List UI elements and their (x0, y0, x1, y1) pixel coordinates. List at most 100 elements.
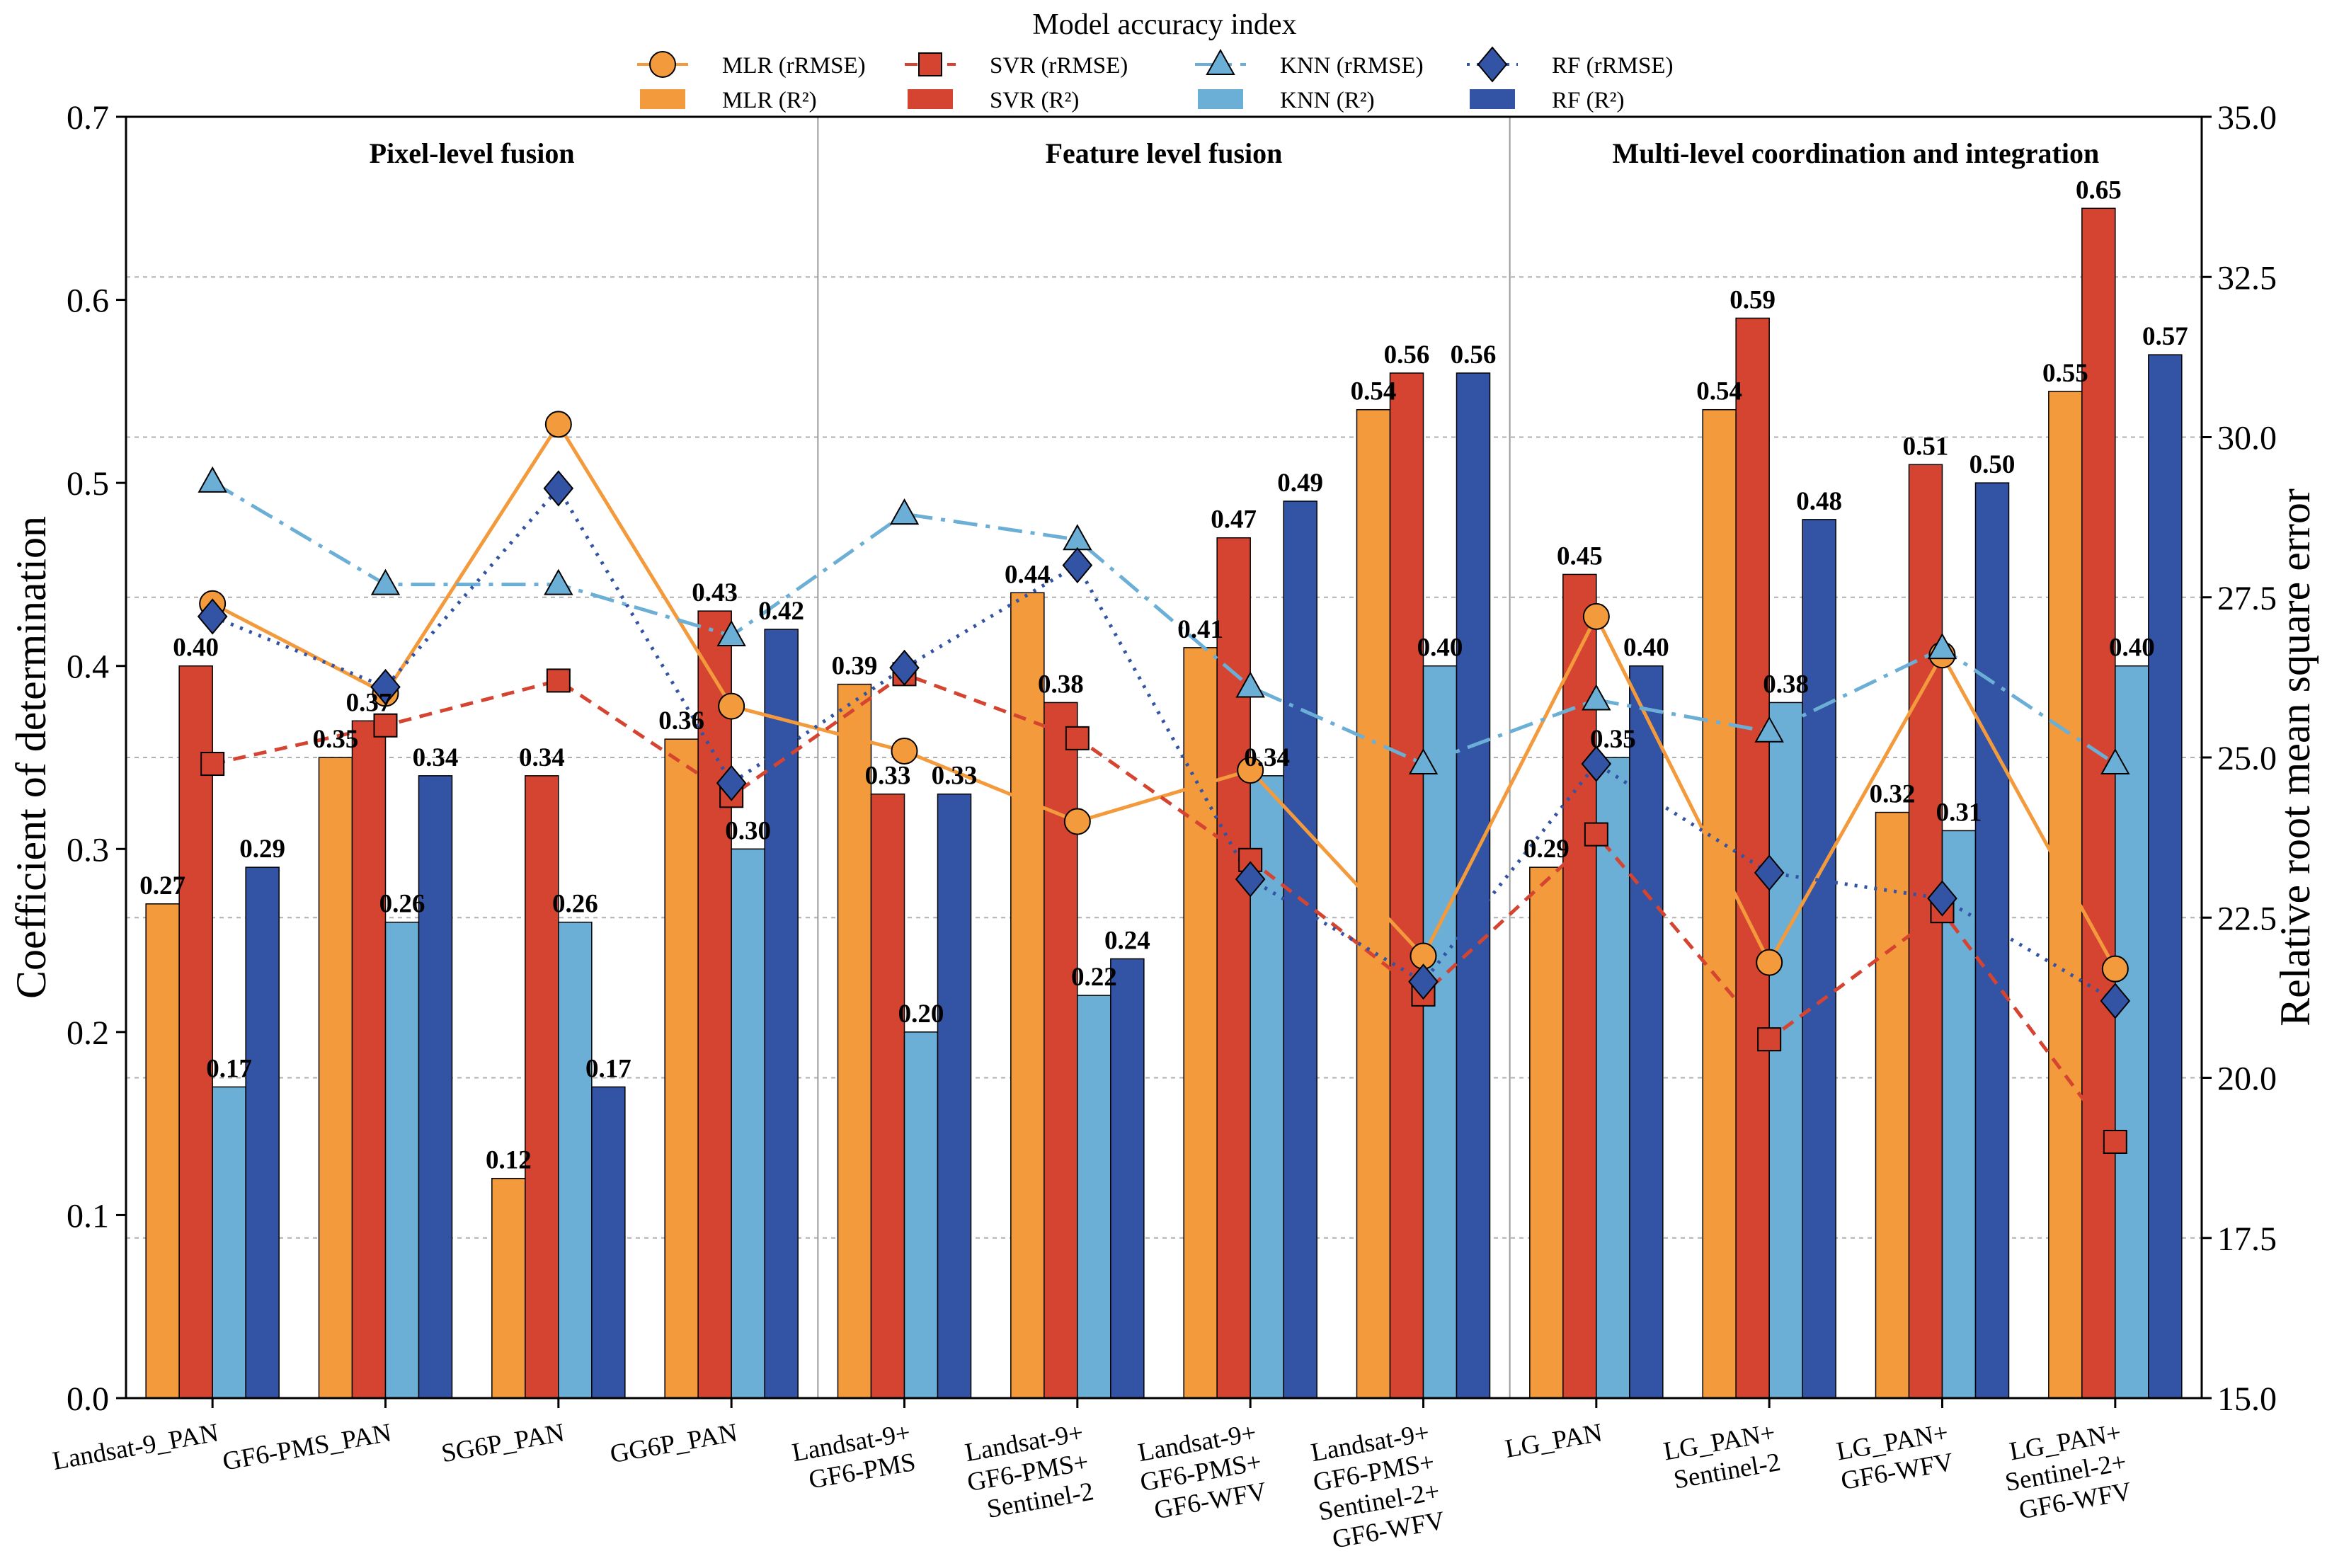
line-marker (718, 692, 745, 720)
bar (1216, 537, 1251, 1399)
bar (731, 848, 765, 1399)
line-marker (373, 713, 398, 738)
bar-value-label: 0.36 (658, 706, 704, 736)
x-tick-label-line: LG_PAN (1503, 1418, 1604, 1463)
bar (870, 793, 905, 1399)
bar (1908, 464, 1943, 1399)
line-marker (889, 498, 920, 525)
line-marker (544, 568, 573, 595)
line-marker (2101, 955, 2129, 983)
legend-bar-swatch (908, 89, 953, 109)
bar (1629, 665, 1664, 1399)
legend-label: MLR (R²) (722, 88, 817, 113)
line-marker (543, 470, 574, 507)
line-marker (1584, 822, 1608, 847)
bar (1110, 958, 1145, 1399)
series-line (212, 420, 2117, 970)
x-tick-label: SG6P_PAN (439, 1418, 566, 1468)
bar-value-label: 0.31 (1936, 798, 1982, 827)
bar-value-label: 0.33 (865, 762, 911, 791)
bar (558, 921, 593, 1399)
y-tick-label: 0.5 (67, 465, 109, 503)
y2-tick-label: 22.5 (2217, 900, 2277, 937)
bar-value-label: 0.51 (1903, 432, 1949, 461)
bar-value-label: 0.22 (1071, 963, 1117, 992)
bar (525, 775, 559, 1399)
bar-value-label: 0.40 (1417, 634, 1463, 663)
bar-value-label: 0.39 (832, 652, 878, 681)
x-tick-label: Landsat-9+GF6-PMS+GF6-WFV (1133, 1418, 1269, 1526)
bar-value-label: 0.17 (206, 1054, 252, 1083)
line-marker (716, 620, 746, 647)
line-marker (197, 598, 228, 635)
group-title: Multi-level coordination and integration (1612, 137, 2099, 169)
y2-tick-label: 15.0 (2217, 1380, 2277, 1418)
line-marker (889, 649, 920, 686)
line-marker (1063, 524, 1092, 551)
line-marker (2100, 748, 2130, 775)
y2-tick-label: 25.0 (2217, 740, 2277, 777)
bar (2115, 665, 2149, 1399)
data-labels: Pixel-level fusion Feature level fusion Mu… (139, 137, 2188, 1175)
line-marker (370, 668, 401, 706)
bar-value-label: 0.34 (519, 743, 565, 772)
bar-value-label: 0.12 (486, 1146, 532, 1175)
bar-value-label: 0.54 (1351, 377, 1397, 406)
y2-tick-label: 17.5 (2217, 1220, 2277, 1258)
bar (591, 1086, 626, 1399)
bar (2148, 354, 2183, 1399)
bar (2048, 391, 2083, 1399)
legend-title: Model accuracy index (1032, 8, 1296, 41)
line-marker (1927, 880, 1957, 917)
x-tick-label: Landsat-9+GF6-PMS (790, 1418, 918, 1497)
bar (1283, 500, 1317, 1399)
bar (1183, 647, 1218, 1399)
bar-value-label: 0.24 (1104, 926, 1150, 955)
bar (664, 738, 699, 1399)
line-marker (891, 737, 918, 765)
bar-value-label: 0.56 (1384, 341, 1430, 370)
bar (903, 1031, 939, 1399)
line-marker (1235, 671, 1265, 698)
bar-value-label: 0.40 (1623, 634, 1669, 663)
bar-value-label: 0.65 (2076, 176, 2122, 205)
line-marker (1408, 748, 1439, 775)
bar (937, 793, 972, 1399)
x-tick-label: LG_PAN+Sentinel-2 (1662, 1418, 1783, 1495)
bar-value-label: 0.34 (413, 743, 459, 772)
bar (1010, 592, 1045, 1399)
y2-tick-label: 27.5 (2217, 580, 2277, 617)
bar (697, 610, 732, 1399)
bar-value-label: 0.50 (1969, 450, 2016, 479)
bar (764, 629, 799, 1399)
line-marker (1582, 602, 1610, 630)
bar-value-label: 0.17 (585, 1054, 631, 1083)
line-marker (200, 752, 225, 777)
bar-value-label: 0.27 (139, 871, 185, 900)
series-line (212, 485, 2117, 1003)
line-marker (1063, 808, 1091, 835)
bar (1422, 665, 1458, 1399)
bar (1802, 519, 1836, 1399)
line-marker (370, 568, 401, 595)
grid-lines (126, 117, 2202, 1398)
bar-value-label: 0.59 (1730, 285, 1776, 314)
bar (1974, 482, 2010, 1399)
bar-value-label: 0.44 (1005, 560, 1051, 589)
line-marker (1754, 854, 1785, 891)
line-marker (1477, 46, 1508, 83)
bar-value-label: 0.30 (725, 816, 771, 845)
bar-value-label: 0.42 (758, 597, 804, 626)
line-marker (1757, 1027, 1782, 1052)
x-tick-label: Landsat-9+GF6-PMS+Sentinel-2 (960, 1418, 1096, 1526)
y2-tick-label: 32.5 (2217, 259, 2277, 297)
y-tick-label: 0.6 (67, 282, 109, 320)
bar (837, 683, 872, 1399)
legend-label: RF (rRMSE) (1552, 53, 1673, 79)
bar (1077, 995, 1111, 1399)
bar-value-label: 0.26 (379, 890, 425, 919)
x-tick-label-line: GF6-PMS_PAN (220, 1418, 394, 1476)
x-tick-label: Landsat-9+GF6-PMS+Sentinel-2+GF6-WFV (1306, 1418, 1448, 1556)
bar (1529, 866, 1564, 1399)
bar-value-label: 0.37 (346, 688, 392, 717)
